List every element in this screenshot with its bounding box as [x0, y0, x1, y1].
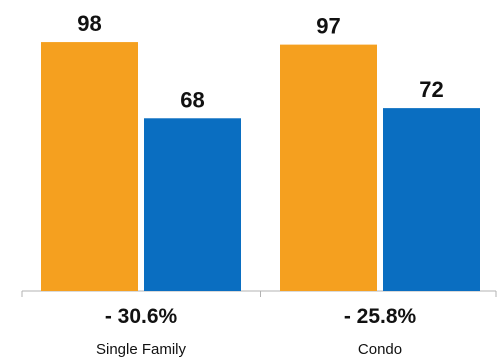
bar-value-label-1-1: 98 — [77, 11, 101, 36]
bar-value-label-2-1: 97 — [316, 14, 340, 39]
category-label-2: Condo — [358, 341, 402, 358]
bar-value-label-2-2: 72 — [419, 77, 443, 102]
axis-layer — [21, 290, 497, 297]
bar-value-label-1-2: 68 — [180, 87, 204, 112]
bars-layer — [41, 42, 480, 292]
category-label-1: Single Family — [96, 341, 187, 358]
bar-2-series-1 — [280, 44, 377, 292]
change-label-1: - 30.6% — [105, 305, 178, 328]
bar-2-series-2 — [383, 108, 480, 292]
bar-1-series-2 — [144, 118, 241, 291]
change-label-2: - 25.8% — [344, 305, 417, 328]
bar-1-series-1 — [41, 42, 138, 291]
labels-layer: 98 68 - 30.6% Single Family 97 72 - 25.8% Condo — [77, 11, 443, 358]
